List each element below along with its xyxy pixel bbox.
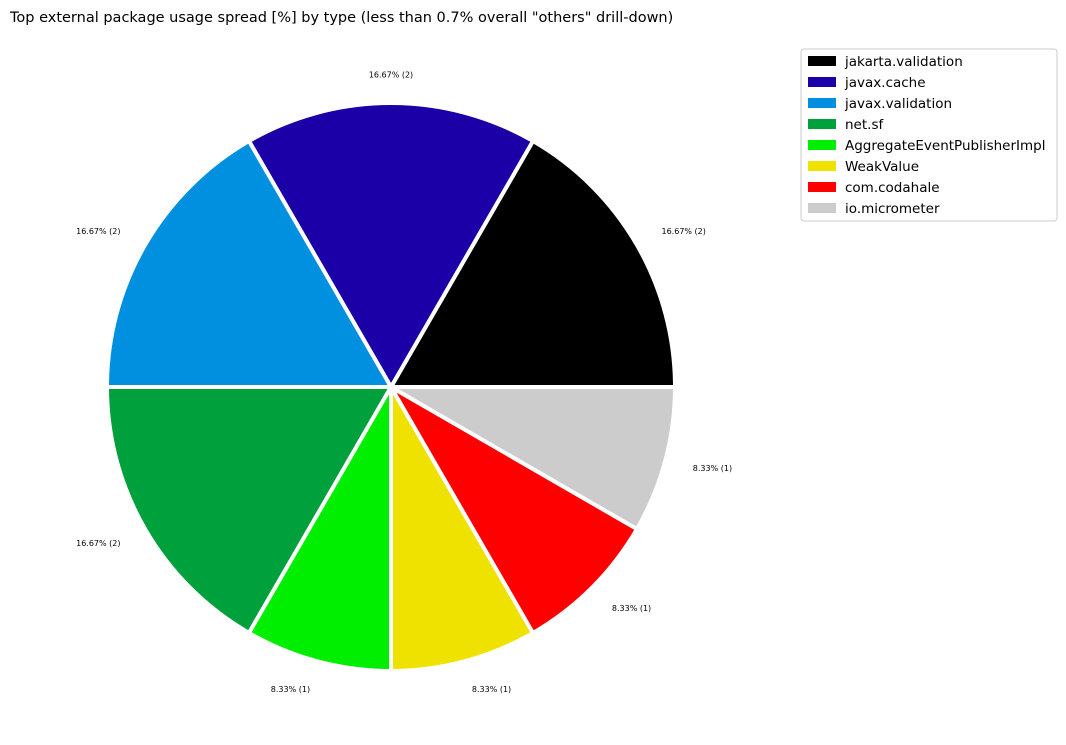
legend-items: jakarta.validation javax.cache javax.valid… <box>808 54 1045 217</box>
legend-swatch-com-codahale <box>808 182 836 192</box>
legend-swatch-javax-cache <box>808 77 836 87</box>
legend-swatch-javax-validation <box>808 98 836 108</box>
legend-swatch-jakarta-validation <box>808 56 836 66</box>
legend-label-io-micrometer: io.micrometer <box>845 201 940 217</box>
legend-swatch-aggregateeventpublisherimpl <box>808 140 836 150</box>
slice-label-net-sf: 16.67% (2) <box>76 539 120 548</box>
pie-slice-weakvalue <box>389 385 535 673</box>
pie-slices <box>105 101 677 673</box>
legend: jakarta.validation javax.cache javax.valid… <box>800 48 1058 222</box>
slice-label-io-micrometer: 8.33% (1) <box>693 464 732 473</box>
slice-label-jakarta-validation: 16.67% (2) <box>662 227 706 236</box>
legend-swatch-net-sf <box>808 119 836 129</box>
pie-slice-jakarta-validation <box>389 139 677 389</box>
legend-label-javax-cache: javax.cache <box>844 75 926 91</box>
legend-label-jakarta-validation: jakarta.validation <box>844 54 963 70</box>
legend-label-weakvalue: WeakValue <box>845 159 919 175</box>
pie-slice-aggregateeventpublisherimpl <box>247 385 393 673</box>
legend-swatch-weakvalue <box>808 161 836 171</box>
slice-label-javax-validation: 16.67% (2) <box>76 227 120 236</box>
legend-frame <box>800 48 1058 222</box>
legend-swatch-io-micrometer <box>808 203 836 213</box>
legend-label-aggregateeventpublisherimpl: AggregateEventPublisherImpl <box>845 138 1045 154</box>
legend-label-net-sf: net.sf <box>845 117 884 133</box>
pie-slice-com-codahale <box>389 385 639 635</box>
slice-labels: 16.67% (2) 16.67% (2) 16.67% (2) 16.67% (2)… <box>76 71 732 694</box>
chart-title: Top external package usage spread [%] by… <box>9 10 673 26</box>
pie-slice-net-sf <box>105 385 393 635</box>
pie-slice-javax-cache <box>247 101 535 389</box>
legend-label-javax-validation: javax.validation <box>844 96 952 112</box>
pie-slice-io-micrometer <box>389 385 677 531</box>
slice-label-com-codahale: 8.33% (1) <box>612 604 651 613</box>
pie-slice-javax-validation <box>105 139 393 389</box>
slice-label-weakvalue: 8.33% (1) <box>472 685 511 694</box>
slice-label-aggregateeventpublisherimpl: 8.33% (1) <box>271 685 310 694</box>
slice-label-javax-cache: 16.67% (2) <box>369 71 413 80</box>
legend-label-com-codahale: com.codahale <box>845 180 940 196</box>
